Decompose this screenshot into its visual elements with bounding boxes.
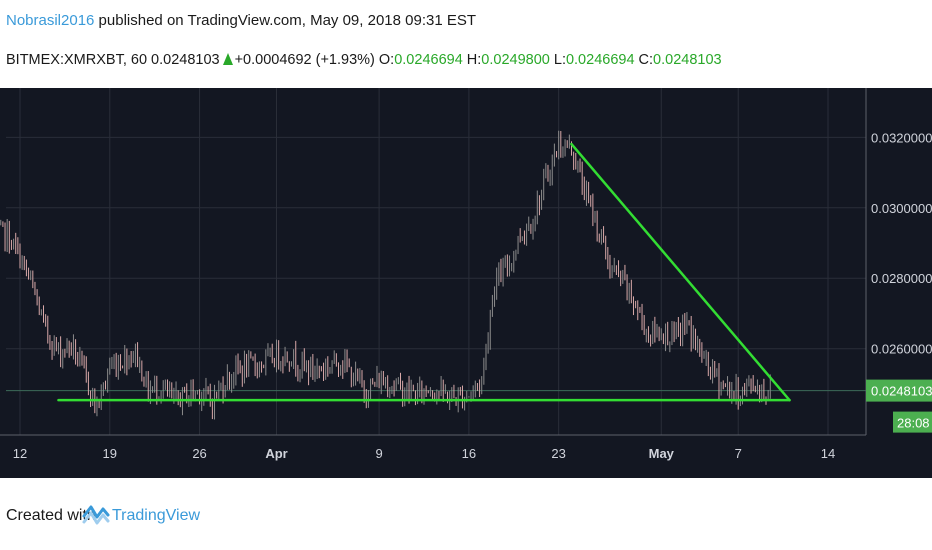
price-change: +0.0004692 (+1.93%) xyxy=(234,52,375,68)
high-value: 0.0249800 xyxy=(481,52,550,68)
time-axis[interactable]: 12 19 26 Apr 9 16 23 May 7 14 xyxy=(13,446,835,461)
countdown-label: 28:08 xyxy=(897,416,930,431)
tradingview-brand[interactable]: TradingView xyxy=(112,507,201,524)
open-value: 0.0246694 xyxy=(394,52,463,68)
ohlc-line: BITMEX:XMRXBT, 60 0.0248103 +0.0004692 (+… xyxy=(6,52,722,68)
chart-header: Nobrasil2016 published on TradingView.co… xyxy=(0,0,932,88)
x-tick-label[interactable]: 12 xyxy=(13,446,27,461)
x-tick-label[interactable]: 14 xyxy=(821,446,835,461)
close-label: C: xyxy=(638,52,654,68)
y-tick-label[interactable]: 0.0280000 xyxy=(871,271,932,286)
countdown-badge xyxy=(893,411,932,433)
y-tick-label[interactable]: 0.0320000 xyxy=(871,130,932,145)
price-axis[interactable]: 0.0320000 0.0300000 0.0280000 0.0260000 xyxy=(871,130,932,356)
chart-background xyxy=(0,88,932,478)
candles xyxy=(0,130,771,420)
low-value: 0.0246694 xyxy=(565,52,635,68)
x-tick-label[interactable]: 7 xyxy=(735,446,742,461)
symbol-label: BITMEX:XMRXBT, 60 xyxy=(6,52,148,68)
x-tick-label[interactable]: 16 xyxy=(462,446,476,461)
last-price-label: 0.0248103 xyxy=(871,384,932,399)
author-link[interactable]: Nobrasil2016 xyxy=(6,12,95,29)
x-tick-label[interactable]: 19 xyxy=(103,446,117,461)
up-arrow-icon xyxy=(222,53,233,65)
footer: Created with TradingView xyxy=(0,478,932,550)
open-label: O: xyxy=(378,52,395,68)
last-price-badge xyxy=(866,379,932,402)
trendline-resistance xyxy=(570,142,791,402)
high-label: H: xyxy=(466,52,482,68)
published-text: published on TradingView.com, May 09, 20… xyxy=(94,12,477,29)
x-tick-label[interactable]: 9 xyxy=(375,446,382,461)
x-tick-label[interactable]: May xyxy=(649,446,675,461)
created-with-text: Created with xyxy=(6,507,96,524)
x-tick-label[interactable]: 23 xyxy=(551,446,565,461)
last-price: 0.0248103 xyxy=(151,52,220,68)
tradingview-logo-icon[interactable] xyxy=(82,500,110,528)
publish-info: Nobrasil2016 published on TradingView.co… xyxy=(6,12,476,29)
trendlines xyxy=(57,142,791,402)
y-tick-label[interactable]: 0.0260000 xyxy=(871,342,932,357)
y-tick-label[interactable]: 0.0300000 xyxy=(871,201,932,216)
close-value: 0.0248103 xyxy=(653,52,722,68)
x-tick-label[interactable]: 26 xyxy=(192,446,206,461)
low-label: L: xyxy=(553,52,566,68)
x-tick-label[interactable]: Apr xyxy=(265,446,287,461)
